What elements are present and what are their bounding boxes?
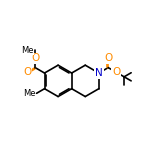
Text: N: N: [95, 68, 103, 78]
Text: Me: Me: [24, 89, 36, 98]
Text: Me: Me: [22, 46, 34, 55]
Text: O: O: [23, 67, 31, 77]
Text: O: O: [104, 54, 112, 63]
Text: O: O: [31, 54, 39, 63]
Text: O: O: [112, 67, 120, 77]
